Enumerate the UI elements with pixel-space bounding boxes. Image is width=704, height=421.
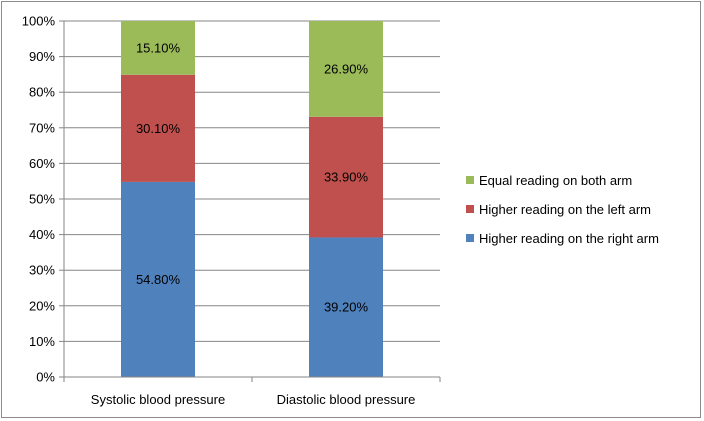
y-tick-label: 70%: [29, 120, 55, 135]
y-tick-label: 30%: [29, 263, 55, 278]
legend: Equal reading on both arm Higher reading …: [466, 173, 659, 246]
y-tick-label: 100%: [22, 14, 56, 29]
data-label: 15.10%: [136, 40, 181, 55]
y-tick-label: 0%: [36, 370, 55, 385]
y-tick-label: 90%: [29, 49, 55, 64]
legend-label: Higher reading on the left arm: [479, 202, 651, 217]
bar-segment: [309, 21, 383, 117]
y-tick-label: 50%: [29, 192, 55, 207]
y-tick-label: 60%: [29, 156, 55, 171]
bar-segment: [309, 116, 383, 238]
x-category-label: Diastolic blood pressure: [277, 392, 416, 407]
y-tick-label: 40%: [29, 227, 55, 242]
legend-label: Higher reading on the right arm: [479, 231, 659, 246]
data-label: 30.10%: [136, 121, 181, 136]
legend-swatch: [466, 176, 474, 184]
bars: 54.80% 30.10% 15.10% 39.20% 33.90% 26.90%: [121, 21, 383, 377]
data-label: 39.20%: [324, 300, 369, 315]
y-tick-label: 10%: [29, 334, 55, 349]
legend-swatch: [466, 205, 474, 213]
x-axis: Systolic blood pressure Diastolic blood p…: [63, 376, 441, 407]
bar-segment: [121, 21, 195, 75]
y-tick-label: 80%: [29, 85, 55, 100]
x-category-label: Systolic blood pressure: [91, 392, 225, 407]
bar-segment: [121, 181, 195, 377]
data-label: 26.90%: [324, 61, 369, 76]
legend-label: Equal reading on both arm: [479, 173, 632, 188]
bar-segment: [309, 237, 383, 377]
y-axis: 0% 10% 20% 30% 40% 50% 60% 70% 80% 90% 100%: [22, 14, 65, 385]
legend-swatch: [466, 234, 474, 242]
data-label: 33.90%: [324, 170, 369, 185]
bar-segment: [121, 74, 195, 182]
y-tick-label: 20%: [29, 298, 55, 313]
data-label: 54.80%: [136, 272, 181, 287]
gridlines: [64, 20, 440, 342]
